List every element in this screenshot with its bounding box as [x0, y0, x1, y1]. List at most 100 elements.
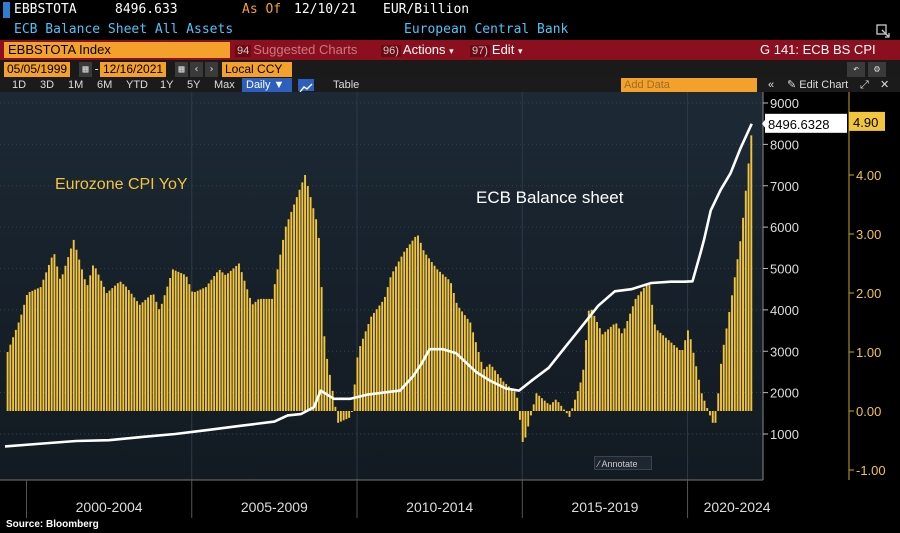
cpi-bar — [81, 269, 83, 411]
cpi-bar — [381, 301, 384, 411]
cpi-bar — [576, 391, 579, 411]
cpi-bar — [370, 316, 373, 411]
cpi-bar — [587, 310, 590, 411]
cpi-bar — [372, 312, 375, 411]
next-arrow-icon[interactable]: › — [205, 62, 218, 77]
cpi-bar — [532, 404, 535, 411]
cpi-bar — [686, 330, 689, 411]
cpi-bar — [12, 337, 15, 411]
cpi-bar — [447, 279, 450, 411]
cpi-bar — [565, 411, 568, 414]
collapse-icon[interactable]: « — [768, 79, 775, 91]
balance-tick-label: 3000 — [770, 344, 799, 359]
close-icon[interactable]: ✕ — [880, 79, 890, 91]
security-description: ECB Balance Sheet All Assets — [14, 22, 234, 37]
cpi-bar — [535, 393, 538, 411]
range-1y[interactable]: 1Y — [160, 79, 174, 91]
cpi-bar — [160, 303, 163, 411]
cpi-bar — [320, 287, 323, 411]
cpi-bar — [518, 411, 521, 420]
pencil-icon: ✎ — [787, 79, 797, 91]
edit-menu[interactable]: 97) Edit ▾ — [470, 40, 522, 61]
cpi-bar — [494, 370, 497, 411]
period-select[interactable]: Daily ▼ — [242, 78, 292, 92]
cpi-bar — [25, 294, 28, 411]
calendar-icon[interactable]: ▦ — [79, 62, 92, 77]
cpi-bar — [642, 287, 645, 411]
cpi-bar — [645, 284, 648, 411]
actions-menu[interactable]: 96) Actions ▾ — [381, 40, 454, 61]
cpi-bar — [323, 336, 326, 411]
cpi-bar — [458, 307, 461, 411]
range-max[interactable]: Max — [214, 79, 235, 91]
cpi-bar — [552, 402, 554, 411]
cpi-bar — [67, 257, 70, 411]
cpi-tick-label: 3.00 — [856, 227, 881, 242]
cpi-bar — [433, 265, 436, 411]
edit-chart-button[interactable]: ✎ Edit Chart — [787, 78, 848, 92]
edit-num: 97) — [470, 45, 490, 57]
currency-value: Local CCY — [225, 62, 283, 76]
cpi-bar — [350, 411, 353, 412]
start-date-input[interactable]: 05/05/1999 — [4, 62, 71, 77]
range-ytd[interactable]: YTD — [126, 79, 148, 91]
cpi-bar — [417, 235, 419, 411]
cpi-bar — [138, 304, 141, 411]
cpi-bar — [720, 363, 722, 411]
cpi-bar — [516, 397, 519, 411]
range-5y[interactable]: 5Y — [187, 79, 201, 91]
cpi-bar — [155, 301, 158, 411]
cpi-bar — [298, 189, 301, 411]
cpi-bar — [620, 333, 623, 411]
cpi-bar — [744, 190, 747, 411]
cpi-bar — [408, 244, 411, 411]
cpi-bar — [50, 257, 53, 411]
cpi-bar — [317, 237, 320, 411]
security-field[interactable]: EBBSTOTA Index — [4, 42, 230, 58]
cpi-bar — [262, 298, 265, 411]
export-icon[interactable] — [876, 23, 890, 38]
currency-select[interactable]: Local CCY ▾ — [222, 62, 292, 90]
end-date-input[interactable]: 12/16/2021 — [100, 62, 167, 77]
cpi-bar — [58, 278, 61, 411]
cpi-bar — [218, 269, 221, 411]
settings-icon[interactable]: ⚙ — [868, 62, 886, 77]
cpi-bar — [717, 393, 720, 411]
range-1m[interactable]: 1M — [68, 79, 84, 91]
cpi-bar — [386, 287, 389, 411]
cpi-bar — [722, 344, 725, 411]
zoom-icon[interactable]: ⤢ — [860, 79, 869, 91]
x-tick-label: 2010-2014 — [406, 499, 473, 515]
cpi-bar — [505, 383, 508, 411]
range-3d[interactable]: 3D — [40, 79, 55, 91]
cpi-bar — [359, 346, 362, 411]
ticker-label: EBBSTOTA — [14, 2, 77, 17]
cpi-bar — [196, 290, 199, 411]
range-1d[interactable]: 1D — [12, 79, 27, 91]
cpi-bar — [304, 175, 307, 411]
cpi-bar — [31, 290, 34, 411]
cpi-bar — [254, 301, 257, 411]
date-separator: - — [93, 62, 101, 76]
cpi-bar — [152, 294, 155, 411]
balance-last-pointer — [762, 118, 766, 129]
undo-icon[interactable]: ↶ — [847, 62, 865, 77]
suggested-charts-menu[interactable]: 94 Suggested Charts — [235, 40, 357, 61]
range-6m[interactable]: 6M — [97, 79, 113, 91]
cpi-bar — [361, 338, 364, 411]
cpi-bar — [585, 340, 587, 411]
cpi-bar — [541, 398, 543, 411]
calendar-icon[interactable]: ▦ — [175, 62, 188, 77]
annotate-label: Annotate — [601, 459, 638, 469]
cpi-bar — [747, 163, 750, 411]
line-chart-icon[interactable] — [298, 79, 314, 93]
prev-arrow-icon[interactable]: ‹ — [190, 62, 203, 77]
cpi-bar — [703, 400, 706, 411]
annotate-button[interactable]: ⁄ Annotate — [594, 456, 652, 470]
table-button[interactable]: Table — [333, 79, 360, 91]
cpi-bar — [430, 262, 433, 411]
cpi-bar — [199, 289, 202, 411]
cpi-bar — [582, 369, 585, 411]
cpi-bar — [47, 264, 50, 411]
add-data-input[interactable]: Add Data — [621, 78, 757, 92]
